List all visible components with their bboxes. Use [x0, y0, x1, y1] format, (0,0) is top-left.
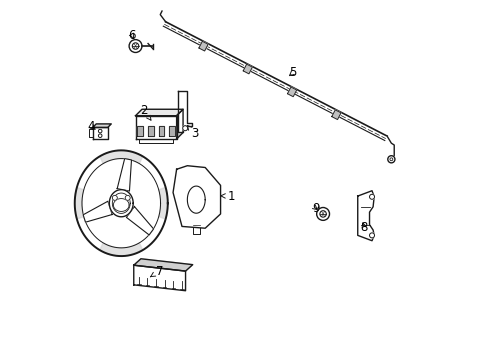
- Text: 1: 1: [221, 190, 234, 203]
- Polygon shape: [331, 110, 340, 120]
- Circle shape: [98, 134, 102, 138]
- Polygon shape: [178, 91, 192, 132]
- Polygon shape: [158, 126, 164, 136]
- Circle shape: [112, 195, 117, 201]
- Circle shape: [98, 129, 102, 133]
- Polygon shape: [357, 191, 373, 241]
- Polygon shape: [109, 190, 133, 217]
- Text: 3: 3: [187, 125, 198, 140]
- Circle shape: [125, 195, 130, 201]
- Circle shape: [387, 156, 394, 163]
- Polygon shape: [117, 158, 131, 191]
- Circle shape: [129, 40, 142, 53]
- Polygon shape: [243, 64, 252, 74]
- Polygon shape: [147, 126, 153, 136]
- Polygon shape: [75, 187, 83, 219]
- Polygon shape: [75, 150, 167, 256]
- Polygon shape: [83, 201, 112, 222]
- Text: 9: 9: [311, 202, 319, 215]
- Polygon shape: [176, 109, 183, 139]
- Text: 5: 5: [288, 66, 296, 79]
- Polygon shape: [173, 166, 220, 228]
- Polygon shape: [93, 127, 107, 139]
- Polygon shape: [169, 126, 175, 136]
- Polygon shape: [126, 207, 153, 235]
- Polygon shape: [139, 139, 173, 143]
- Text: 7: 7: [150, 265, 163, 278]
- Polygon shape: [287, 87, 296, 97]
- Polygon shape: [137, 126, 142, 136]
- Polygon shape: [199, 41, 208, 51]
- Circle shape: [316, 207, 329, 220]
- Text: 8: 8: [360, 221, 367, 234]
- Polygon shape: [159, 187, 167, 219]
- Polygon shape: [135, 109, 183, 116]
- Polygon shape: [134, 259, 192, 271]
- Text: 6: 6: [128, 29, 136, 42]
- Circle shape: [369, 233, 374, 238]
- Polygon shape: [134, 265, 185, 291]
- Circle shape: [369, 194, 374, 199]
- Polygon shape: [93, 124, 111, 127]
- Text: 2: 2: [140, 104, 151, 120]
- Polygon shape: [100, 150, 142, 163]
- Polygon shape: [135, 116, 176, 139]
- Text: 4: 4: [88, 120, 95, 133]
- Polygon shape: [386, 136, 393, 157]
- Polygon shape: [100, 243, 142, 256]
- Circle shape: [183, 126, 187, 131]
- Polygon shape: [163, 22, 386, 140]
